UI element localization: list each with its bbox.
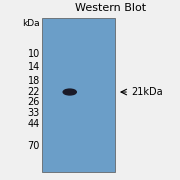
- Text: 18: 18: [28, 76, 40, 86]
- Text: 14: 14: [28, 62, 40, 72]
- Text: 26: 26: [28, 97, 40, 107]
- Text: Western Blot: Western Blot: [75, 3, 147, 13]
- Text: 21kDa: 21kDa: [131, 87, 163, 97]
- Bar: [42, 18, 115, 172]
- Text: kDa: kDa: [22, 19, 40, 28]
- Text: 44: 44: [28, 119, 40, 129]
- Text: 22: 22: [28, 87, 40, 97]
- Text: 70: 70: [28, 141, 40, 151]
- Text: 10: 10: [28, 49, 40, 59]
- Ellipse shape: [63, 89, 76, 95]
- Text: 33: 33: [28, 108, 40, 118]
